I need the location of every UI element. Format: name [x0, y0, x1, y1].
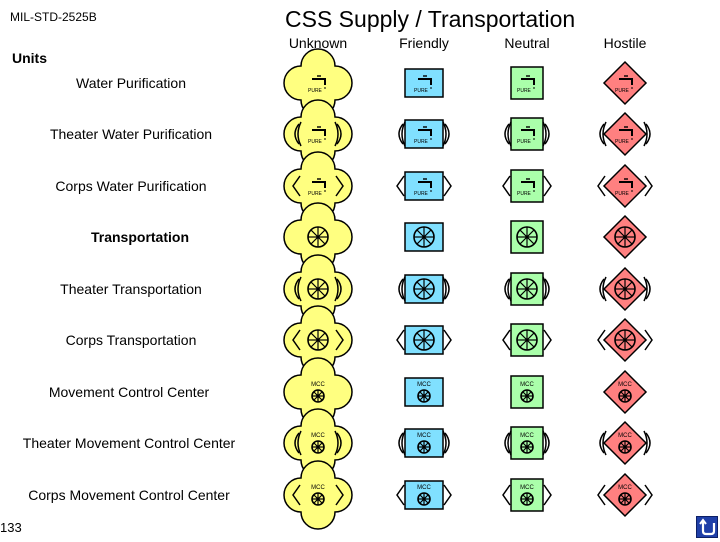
symbol-water-tap-hostile: PURE	[602, 60, 648, 106]
column-header-unknown: Unknown	[288, 35, 348, 51]
symbol-water-tap-unknown: PURE	[283, 99, 353, 169]
column-header-hostile: Hostile	[603, 35, 647, 51]
symbol-text-pure: PURE	[615, 191, 630, 197]
column-header-friendly: Friendly	[399, 35, 449, 51]
row-label-theater-movement-control-center: Theater Movement Control Center	[22, 435, 236, 451]
symbol-text-mcc: MCC	[618, 382, 632, 388]
symbol-text-mcc: MCC	[520, 382, 534, 388]
symbol-wheel-unknown	[283, 305, 353, 375]
symbol-text-pure: PURE	[517, 88, 532, 94]
row-label-corps-movement-control-center: Corps Movement Control Center	[28, 487, 230, 503]
row-label-corps-water-purification: Corps Water Purification	[55, 178, 207, 194]
symbol-water-tap-friendly: PURE	[396, 171, 452, 201]
symbol-water-tap-neutral: PURE	[502, 169, 552, 203]
row-label-theater-transportation: Theater Transportation	[60, 281, 202, 297]
symbol-mcc-unknown: MCC	[283, 460, 353, 530]
symbol-mcc-friendly: MCC	[396, 480, 452, 510]
symbol-wheel-hostile	[597, 317, 653, 363]
symbol-text-mcc: MCC	[311, 433, 325, 439]
symbol-water-tap-unknown: PURE	[283, 48, 353, 118]
symbol-text-pure: PURE	[517, 191, 532, 197]
symbol-text-mcc: MCC	[311, 382, 325, 388]
symbol-text-pure: PURE	[414, 139, 429, 145]
symbol-text-pure: PURE	[615, 88, 630, 94]
symbol-text-mcc: MCC	[520, 433, 534, 439]
symbol-water-tap-neutral: PURE	[510, 66, 544, 100]
symbol-mcc-unknown: MCC	[283, 357, 353, 427]
symbol-mcc-neutral: MCC	[504, 426, 550, 460]
symbol-text-mcc: MCC	[417, 382, 431, 388]
symbol-text-mcc: MCC	[311, 485, 325, 491]
symbol-mcc-neutral: MCC	[510, 375, 544, 409]
symbol-water-tap-hostile: PURE	[599, 111, 651, 157]
row-label-theater-water-purification: Theater Water Purification	[49, 126, 213, 142]
symbol-mcc-friendly: MCC	[404, 377, 444, 407]
column-header-neutral: Neutral	[504, 35, 550, 51]
row-label-movement-control-center: Movement Control Center	[48, 384, 210, 400]
symbol-text-pure: PURE	[615, 139, 630, 145]
symbol-text-mcc: MCC	[618, 433, 632, 439]
symbol-text-pure: PURE	[517, 139, 532, 145]
symbol-mcc-friendly: MCC	[398, 428, 450, 458]
row-label-water-purification: Water Purification	[76, 75, 186, 91]
symbol-wheel-friendly	[404, 222, 444, 252]
section-label-units: Units	[12, 50, 47, 66]
symbol-text-pure: PURE	[308, 88, 323, 94]
page-title: CSS Supply / Transportation	[285, 6, 576, 32]
symbol-mcc-hostile: MCC	[597, 472, 653, 518]
home-button-icon[interactable]	[696, 516, 718, 538]
symbol-text-mcc: MCC	[417, 433, 431, 439]
row-label-corps-transportation: Corps Transportation	[65, 332, 197, 348]
symbol-wheel-neutral	[502, 323, 552, 357]
symbol-text-pure: PURE	[308, 191, 323, 197]
symbol-text-mcc: MCC	[417, 485, 431, 491]
symbol-water-tap-unknown: PURE	[283, 151, 353, 221]
symbol-mcc-hostile: MCC	[599, 420, 651, 466]
symbol-mcc-unknown: MCC	[283, 408, 353, 478]
symbol-text-mcc: MCC	[618, 485, 632, 491]
symbol-water-tap-hostile: PURE	[597, 163, 653, 209]
row-label-transportation: Transportation	[90, 229, 190, 245]
symbol-wheel-hostile	[599, 266, 651, 312]
page-number: 133	[0, 520, 22, 535]
symbol-wheel-neutral	[510, 220, 544, 254]
symbol-wheel-unknown	[283, 202, 353, 272]
standard-label: MIL-STD-2525B	[10, 10, 97, 24]
symbol-mcc-neutral: MCC	[502, 478, 552, 512]
symbol-text-pure: PURE	[414, 191, 429, 197]
symbol-water-tap-neutral: PURE	[504, 117, 550, 151]
symbol-text-pure: PURE	[308, 139, 323, 145]
symbol-water-tap-friendly: PURE	[404, 68, 444, 98]
symbol-water-tap-friendly: PURE	[398, 119, 450, 149]
symbol-wheel-neutral	[504, 272, 550, 306]
symbol-wheel-unknown	[283, 254, 353, 324]
symbol-wheel-friendly	[396, 325, 452, 355]
return-arrow-icon	[699, 518, 716, 536]
symbol-wheel-hostile	[602, 214, 648, 260]
symbol-mcc-hostile: MCC	[602, 369, 648, 415]
symbol-text-pure: PURE	[414, 88, 429, 94]
symbol-wheel-friendly	[398, 274, 450, 304]
symbol-text-mcc: MCC	[520, 485, 534, 491]
